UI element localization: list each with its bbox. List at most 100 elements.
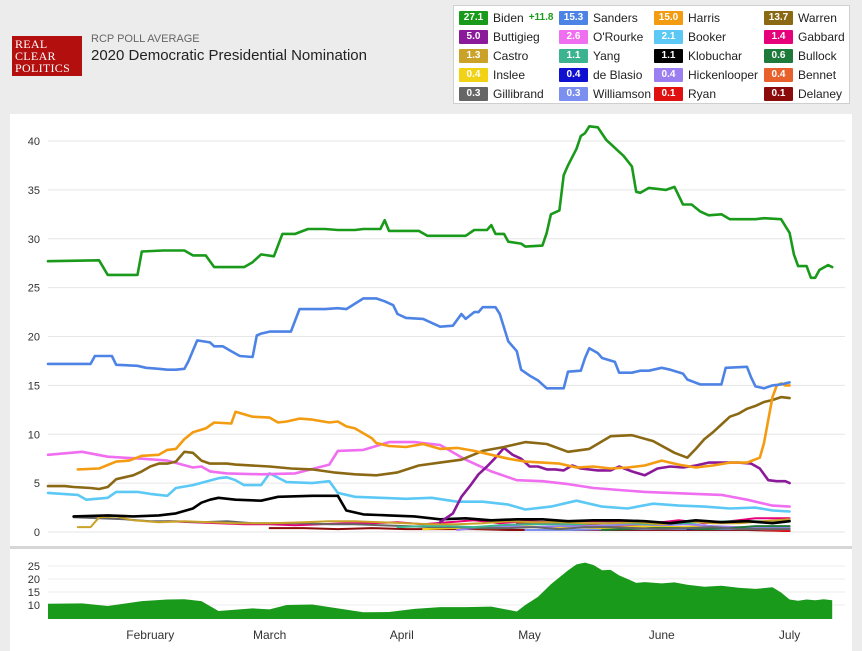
legend-value-badge: 1.1 — [654, 48, 683, 63]
legend-item-de-blasio[interactable]: 0.4 de Blasio — [559, 67, 642, 82]
legend-value-badge: 0.4 — [559, 67, 588, 82]
y-tick-label: 20 — [28, 332, 40, 344]
series-line-biden — [46, 125, 834, 280]
legend-item-yang[interactable]: 1.1 Yang — [559, 48, 620, 63]
legend-value-badge: 1.4 — [764, 29, 793, 44]
plot-background — [10, 114, 852, 651]
chart-title: 2020 Democratic Presidential Nomination — [91, 47, 367, 64]
page-header: REAL CLEAR POLITICS RCP POLL AVERAGE 202… — [0, 0, 862, 110]
legend-candidate-name: Klobuchar — [688, 48, 743, 63]
legend-value-badge: 0.1 — [764, 86, 793, 101]
legend-candidate-name: Gabbard — [798, 29, 845, 44]
legend-item-bennet[interactable]: 0.4 Bennet — [764, 67, 836, 82]
legend-candidate-name: Warren — [798, 10, 837, 25]
x-tick-label: February — [126, 628, 174, 642]
legend-value-badge: 1.3 — [459, 48, 488, 63]
y-tick-label: 40 — [28, 136, 40, 148]
x-tick-label: March — [253, 628, 286, 642]
y-tick-label: 5 — [34, 478, 40, 490]
chart-area: 0 5 10 15 20 25 30 35 40 10 15 20 25 February March Apr… — [10, 114, 852, 651]
legend-candidate-name: Buttigieg — [493, 29, 540, 44]
legend-value-badge: 0.6 — [764, 48, 793, 63]
legend-candidate-name: Harris — [688, 10, 720, 25]
legend-value-badge: 0.3 — [459, 86, 488, 101]
series-line-harris — [76, 382, 791, 471]
series-line-sanders — [46, 297, 791, 390]
legend-value-badge: 0.4 — [654, 67, 683, 82]
legend-candidate-name: Biden — [493, 10, 524, 25]
legend-item-biden[interactable]: 27.1 Biden +11.8 — [459, 10, 553, 25]
legend-candidate-name: Gillibrand — [493, 86, 544, 101]
series-line-booker — [46, 472, 791, 513]
legend-item-buttigieg[interactable]: 5.0 Buttigieg — [459, 29, 540, 44]
legend-value-badge: 13.7 — [764, 10, 793, 25]
panel-separator — [10, 546, 852, 549]
legend-value-badge: 0.1 — [654, 86, 683, 101]
legend-value-badge: 0.4 — [764, 67, 793, 82]
legend-value-badge: 0.4 — [459, 67, 488, 82]
legend-value-badge: 1.1 — [559, 48, 588, 63]
legend-candidate-name: Inslee — [493, 67, 526, 82]
site-logo[interactable]: REAL CLEAR POLITICS — [12, 36, 82, 76]
legend-candidate-name: Delaney — [798, 86, 843, 101]
legend-value-badge: 2.6 — [559, 29, 588, 44]
spread-y-tick-label: 15 — [28, 587, 40, 599]
legend-item-delaney[interactable]: 0.1 Delaney — [764, 86, 842, 101]
legend-item-castro[interactable]: 1.3 Castro — [459, 48, 528, 63]
legend-item-o-rourke[interactable]: 2.6 O'Rourke — [559, 29, 643, 44]
logo-line-3: POLITICS — [15, 61, 71, 75]
x-tick-label: June — [649, 628, 675, 642]
legend-item-ryan[interactable]: 0.1 Ryan — [654, 86, 716, 101]
legend-candidate-name: Hickenlooper — [688, 67, 759, 82]
legend-candidate-name: Williamson — [593, 86, 652, 101]
legend-candidate-name: de Blasio — [593, 67, 643, 82]
legend-value-badge: 2.1 — [654, 29, 683, 44]
series-line-warren — [46, 395, 791, 491]
legend-item-booker[interactable]: 2.1 Booker — [654, 29, 726, 44]
spread-y-tick-label: 20 — [28, 574, 40, 586]
legend-item-klobuchar[interactable]: 1.1 Klobuchar — [654, 48, 742, 63]
legend-item-bullock[interactable]: 0.6 Bullock — [764, 48, 837, 63]
spread-y-tick-label: 10 — [28, 600, 40, 612]
legend-item-williamson[interactable]: 0.3 Williamson — [559, 86, 651, 101]
legend-item-inslee[interactable]: 0.4 Inslee — [459, 67, 525, 82]
x-tick-label: July — [779, 628, 800, 642]
y-tick-label: 25 — [28, 283, 40, 295]
legend-candidate-name: Castro — [493, 48, 529, 63]
legend-item-hickenlooper[interactable]: 0.4 Hickenlooper — [654, 67, 758, 82]
x-tick-label: May — [518, 628, 541, 642]
legend-candidate-name: Booker — [688, 29, 727, 44]
legend-item-sanders[interactable]: 15.3 Sanders — [559, 10, 638, 25]
y-tick-label: 30 — [28, 234, 40, 246]
y-tick-label: 0 — [34, 527, 40, 539]
chart-subtitle: RCP POLL AVERAGE — [91, 33, 200, 45]
legend-value-badge: 15.0 — [654, 10, 683, 25]
legend-value-badge: 15.3 — [559, 10, 588, 25]
legend-candidate-name: Bennet — [798, 67, 837, 82]
legend-value-badge: 27.1 — [459, 10, 488, 25]
y-tick-label: 35 — [28, 185, 40, 197]
legend-item-harris[interactable]: 15.0 Harris — [654, 10, 720, 25]
legend-item-warren[interactable]: 13.7 Warren — [764, 10, 837, 25]
logo-line-1: REAL — [15, 37, 48, 51]
series-line-klobuchar — [72, 494, 791, 525]
legend-value-badge: 5.0 — [459, 29, 488, 44]
legend-candidate-name: Ryan — [688, 86, 717, 101]
y-tick-label: 15 — [28, 380, 40, 392]
legend-item-gabbard[interactable]: 1.4 Gabbard — [764, 29, 845, 44]
series-line-o-rourke — [46, 440, 791, 508]
legend-spread-value: +11.8 — [528, 12, 554, 23]
spread-y-tick-label: 25 — [28, 561, 40, 573]
logo-line-2: CLEAR — [15, 49, 56, 63]
x-tick-label: April — [390, 628, 414, 642]
legend-candidate-name: Bullock — [798, 48, 837, 63]
chart-legend: 27.1 Biden +11.8 15.3 Sanders 15.0 Harris 13.7 W… — [453, 5, 850, 104]
y-tick-label: 10 — [28, 429, 40, 441]
legend-item-gillibrand[interactable]: 0.3 Gillibrand — [459, 86, 544, 101]
legend-candidate-name: Yang — [593, 48, 621, 63]
spread-area-biden-lead — [48, 562, 833, 619]
legend-candidate-name: O'Rourke — [593, 29, 644, 44]
legend-candidate-name: Sanders — [593, 10, 638, 25]
legend-value-badge: 0.3 — [559, 86, 588, 101]
